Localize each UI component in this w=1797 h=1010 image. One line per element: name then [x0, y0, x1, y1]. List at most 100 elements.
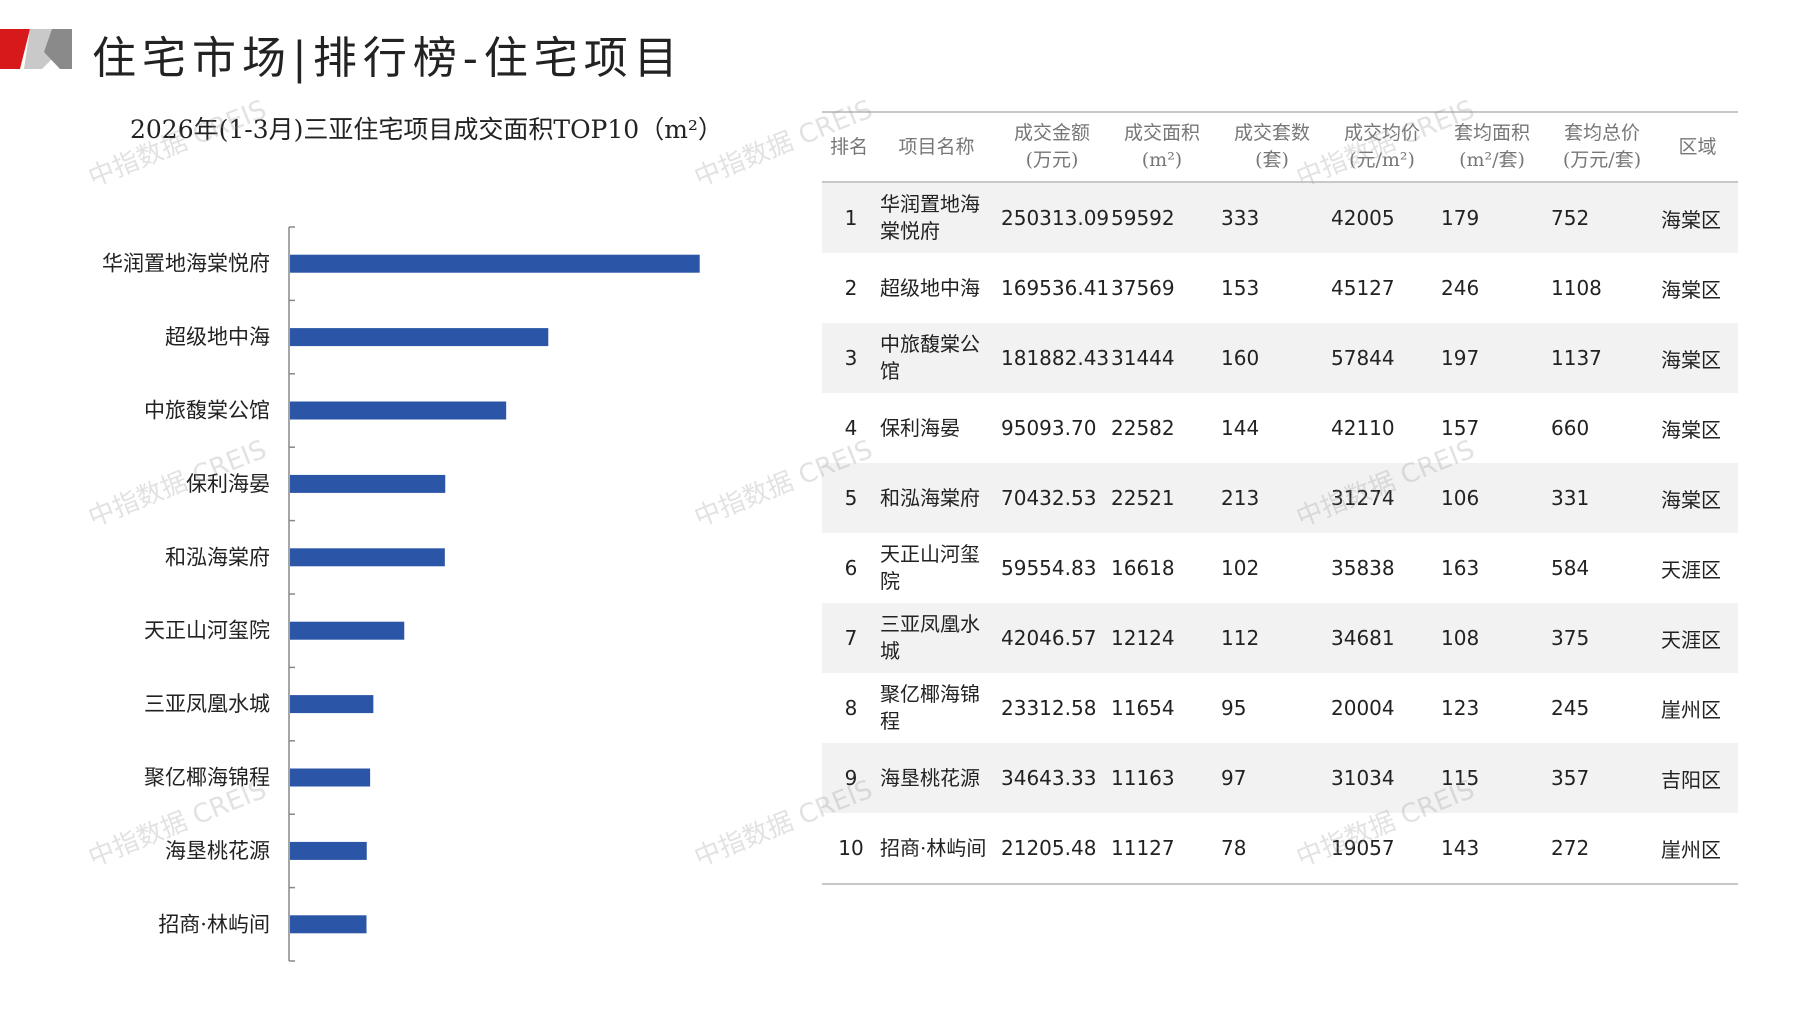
- cell-rank: 2: [844, 276, 858, 300]
- bar: [290, 621, 405, 640]
- category-label: 华润置地海棠悦府: [102, 252, 270, 276]
- cell-rank: 6: [844, 556, 858, 580]
- cell-avg-area: 163: [1441, 556, 1480, 580]
- cell-area: 11127: [1111, 836, 1175, 860]
- cell-avg-total: 660: [1551, 416, 1590, 440]
- category-label: 聚亿椰海锦程: [144, 766, 270, 790]
- cell-amount: 181882.43: [1001, 346, 1110, 370]
- category-label: 保利海晏: [186, 472, 270, 496]
- cell-avg-area: 106: [1441, 486, 1480, 510]
- cell-area: 37569: [1111, 276, 1175, 300]
- cell-rank: 10: [838, 836, 864, 860]
- column-header-line: (元/m²): [1349, 149, 1415, 171]
- cell-name: 中旅馥棠公馆: [880, 332, 980, 383]
- cell-area: 12124: [1111, 626, 1175, 650]
- cell-rank: 5: [844, 486, 858, 510]
- cell-price: 34681: [1331, 626, 1395, 650]
- cell-name: 三亚凤凰水城: [880, 612, 980, 663]
- category-label: 海垦桃花源: [165, 839, 270, 863]
- cell-rank: 1: [844, 206, 858, 230]
- bar: [290, 915, 367, 934]
- column-header: 套均面积 (m²/套): [1437, 113, 1547, 181]
- cell-district: 海棠区: [1661, 347, 1721, 372]
- table-row: 9 海垦桃花源 34643.33 11163 97 31034 115 357 吉阳区: [822, 743, 1738, 813]
- cell-avg-total: 1137: [1551, 346, 1602, 370]
- cell-area: 11654: [1111, 696, 1175, 720]
- column-header-line: 成交均价: [1343, 122, 1420, 144]
- column-header: 成交套数 (套): [1217, 113, 1327, 181]
- cell-avg-total: 357: [1551, 766, 1590, 790]
- cell-rank: 4: [844, 416, 858, 440]
- brand-logo-mark: [0, 29, 72, 69]
- cell-rank: 3: [844, 346, 858, 370]
- cell-amount: 95093.70: [1001, 416, 1097, 440]
- cell-name: 天正山河玺院: [880, 542, 980, 593]
- column-header: 成交均价 (元/m²): [1327, 113, 1437, 181]
- cell-price: 42110: [1331, 416, 1395, 440]
- cell-district: 吉阳区: [1661, 767, 1721, 792]
- category-label: 中旅馥棠公馆: [144, 399, 270, 423]
- cell-district: 天涯区: [1661, 627, 1721, 652]
- cell-area: 16618: [1111, 556, 1175, 580]
- cell-units: 213: [1221, 486, 1260, 510]
- cell-name: 超级地中海: [880, 275, 980, 300]
- cell-name: 海垦桃花源: [880, 765, 980, 790]
- category-label: 天正山河玺院: [144, 619, 270, 643]
- table-row: 5 和泓海棠府 70432.53 22521 213 31274 106 331 海棠区: [822, 463, 1738, 533]
- cell-avg-area: 115: [1441, 766, 1480, 790]
- cell-avg-area: 157: [1441, 416, 1480, 440]
- bar: [290, 548, 445, 567]
- column-header-line: 套均面积: [1453, 122, 1530, 144]
- column-header-line: 成交面积: [1123, 122, 1200, 144]
- category-label: 招商·林屿间: [158, 912, 270, 936]
- column-header-line: 成交套数: [1233, 122, 1310, 144]
- cell-avg-area: 246: [1441, 276, 1480, 300]
- table-row: 7 三亚凤凰水城 42046.57 12124 112 34681 108 375 天涯区: [822, 603, 1738, 673]
- cell-units: 160: [1221, 346, 1260, 370]
- cell-district: 海棠区: [1661, 277, 1721, 302]
- cell-avg-area: 143: [1441, 836, 1480, 860]
- cell-area: 22582: [1111, 416, 1175, 440]
- cell-units: 78: [1221, 836, 1247, 860]
- column-header-line: (m²/套): [1459, 149, 1525, 171]
- bar: [290, 254, 700, 273]
- header: 住宅市场|排行榜-住宅项目: [0, 0, 1797, 100]
- chart-title: 2026年(1-3月)三亚住宅项目成交面积TOP10（m²）: [130, 115, 723, 144]
- column-header: 套均总价 (万元/套): [1547, 113, 1657, 181]
- cell-amount: 23312.58: [1001, 696, 1097, 720]
- table-row: 3 中旅馥棠公馆 181882.43 31444 160 57844 197 1137 海棠区: [822, 323, 1738, 393]
- cell-units: 333: [1221, 206, 1260, 230]
- cell-units: 144: [1221, 416, 1260, 440]
- cell-district: 海棠区: [1661, 417, 1721, 442]
- cell-price: 19057: [1331, 836, 1395, 860]
- cell-units: 97: [1221, 766, 1247, 790]
- cell-area: 31444: [1111, 346, 1175, 370]
- cell-area: 22521: [1111, 486, 1175, 510]
- cell-amount: 21205.48: [1001, 836, 1097, 860]
- cell-avg-area: 197: [1441, 346, 1480, 370]
- cell-avg-total: 584: [1551, 556, 1590, 580]
- table-row: 6 天正山河玺院 59554.83 16618 102 35838 163 584 天涯区: [822, 533, 1738, 603]
- table-body: 1 华润置地海棠悦府 250313.09 59592 333 42005 179 752 海棠区…: [822, 183, 1738, 885]
- bar: [290, 401, 507, 420]
- cell-avg-total: 1108: [1551, 276, 1602, 300]
- cell-avg-area: 123: [1441, 696, 1480, 720]
- column-header-line: (万元/套): [1562, 149, 1642, 171]
- cell-name: 招商·林屿间: [880, 835, 987, 860]
- bar-chart: 华润置地海棠悦府超级地中海中旅馥棠公馆保利海晏和泓海棠府天正山河玺院三亚凤凰水城…: [102, 226, 700, 962]
- bar: [290, 474, 446, 493]
- cell-amount: 34643.33: [1001, 766, 1097, 790]
- cell-district: 海棠区: [1661, 487, 1721, 512]
- column-header: 成交金额 (万元): [997, 113, 1107, 181]
- cell-price: 45127: [1331, 276, 1395, 300]
- cell-avg-area: 108: [1441, 626, 1480, 650]
- cell-price: 31274: [1331, 486, 1395, 510]
- table-row: 8 聚亿椰海锦程 23312.58 11654 95 20004 123 245 崖州区: [822, 673, 1738, 743]
- column-header-line: (m²): [1141, 149, 1183, 171]
- cell-rank: 7: [844, 626, 858, 650]
- column-header-line: (万元): [1025, 149, 1079, 171]
- cell-district: 海棠区: [1661, 207, 1721, 232]
- cell-name: 保利海晏: [880, 415, 960, 440]
- bar: [290, 695, 374, 714]
- bar: [290, 841, 367, 860]
